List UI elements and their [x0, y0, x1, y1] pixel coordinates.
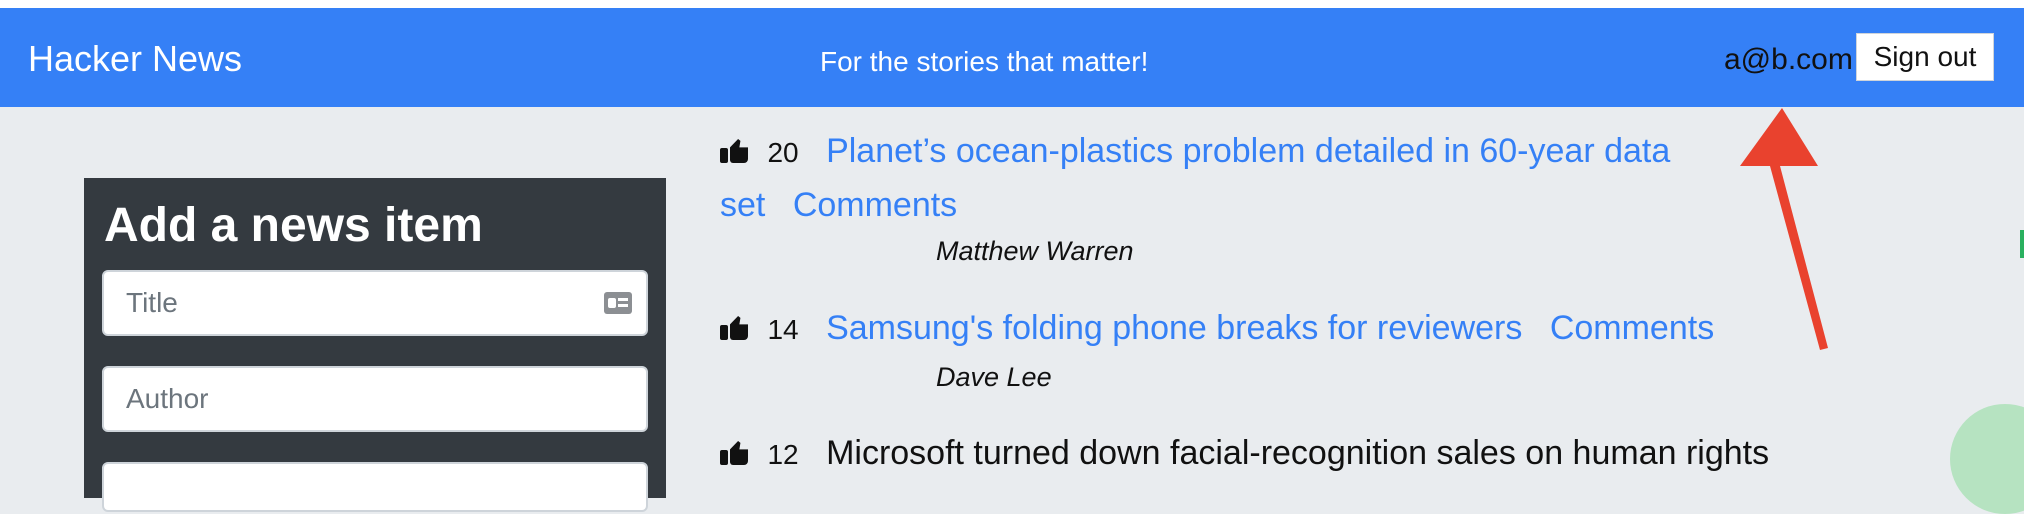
add-news-panel: Add a news item Title Author	[84, 178, 666, 512]
vote-count: 12	[767, 439, 799, 470]
additional-input[interactable]	[102, 462, 648, 512]
thumbs-up-icon[interactable]	[720, 314, 750, 342]
id-card-icon	[604, 292, 632, 314]
sign-out-button[interactable]: Sign out	[1856, 33, 1994, 81]
story-title-link-continued[interactable]: set	[720, 186, 766, 224]
story-item-3: 12 Microsoft turned down facial-recognit…	[720, 426, 1769, 482]
author-input[interactable]: Author	[102, 366, 648, 432]
story-title-text: Microsoft turned down facial-recognition…	[826, 434, 1770, 472]
decorative-green-circle	[1950, 404, 2024, 514]
title-placeholder: Title	[126, 287, 178, 318]
site-tagline: For the stories that matter!	[820, 46, 1149, 77]
story-author: Dave Lee	[936, 362, 1052, 392]
story-item-2: 14 Samsung's folding phone breaks for re…	[720, 301, 1714, 357]
comments-link[interactable]: Comments	[792, 186, 958, 224]
thumbs-up-icon[interactable]	[720, 439, 750, 467]
story-title-link[interactable]: Samsung's folding phone breaks for revie…	[826, 309, 1523, 347]
author-placeholder: Author	[126, 383, 209, 414]
user-email: a@b.com	[1724, 43, 1853, 76]
decorative-green-line	[2020, 230, 2024, 258]
thumbs-up-icon[interactable]	[720, 137, 750, 165]
title-input[interactable]: Title	[102, 270, 648, 336]
top-browser-strip	[0, 0, 2024, 8]
site-brand[interactable]: Hacker News	[28, 38, 243, 79]
story-author: Matthew Warren	[936, 236, 1134, 266]
story-item-1-continued: set Comments	[720, 178, 957, 232]
add-news-title: Add a news item	[104, 199, 483, 252]
comments-link[interactable]: Comments	[1549, 309, 1715, 347]
vote-count: 14	[767, 314, 799, 345]
story-item-1: 20 Planet’s ocean-plastics problem detai…	[720, 124, 1670, 180]
top-navbar: Hacker News For the stories that matter!…	[0, 8, 2024, 107]
vote-count: 20	[767, 137, 799, 168]
annotation-arrow	[1740, 108, 1828, 350]
story-title-link[interactable]: Planet’s ocean-plastics problem detailed…	[826, 132, 1671, 170]
